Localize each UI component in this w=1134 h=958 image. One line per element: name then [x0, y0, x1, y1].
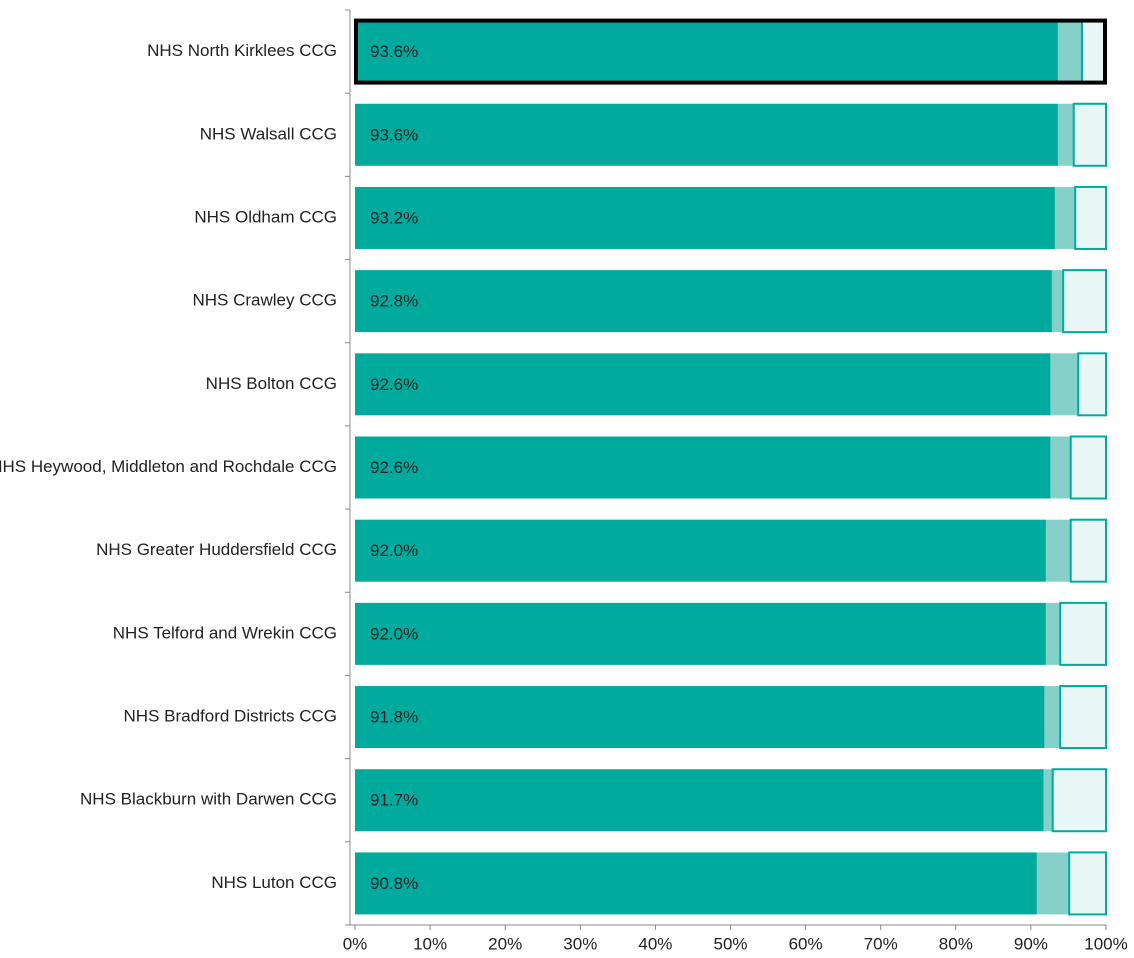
bar-segment	[1043, 769, 1053, 832]
bar-segment	[1057, 103, 1074, 166]
value-label: 93.6%	[370, 42, 418, 61]
bar-segment	[1036, 852, 1070, 915]
bar-segment	[355, 686, 1045, 749]
x-tick-label: 60%	[789, 934, 823, 953]
bar-segment	[1045, 602, 1061, 665]
bar-segment	[1059, 685, 1107, 750]
x-tick-label: 90%	[1014, 934, 1048, 953]
x-tick-label: 30%	[563, 934, 597, 953]
value-label: 93.6%	[370, 125, 418, 144]
x-tick-label: 40%	[638, 934, 672, 953]
y-tick-label: NHS Bolton CCG	[206, 374, 337, 393]
y-tick-label: NHS Walsall CCG	[200, 124, 337, 143]
value-label: 92.6%	[370, 375, 418, 394]
bar-segment	[1077, 352, 1108, 417]
bar-segment	[1050, 353, 1079, 416]
bar-segment	[1068, 851, 1108, 916]
bar-segment	[1074, 185, 1107, 250]
bar-segment	[1054, 186, 1076, 249]
bar-segment	[355, 353, 1051, 416]
bar-segment	[355, 270, 1052, 333]
bar-segment	[1062, 269, 1107, 334]
bar-segment	[355, 436, 1051, 499]
x-tick-label: 20%	[488, 934, 522, 953]
y-tick-label: NHS Oldham CCG	[194, 207, 337, 226]
value-label: 92.0%	[370, 624, 418, 643]
x-tick-label: 100%	[1084, 934, 1127, 953]
bar-segment	[355, 186, 1055, 249]
value-label: 90.8%	[370, 874, 418, 893]
bar-segment	[355, 602, 1046, 665]
bar-segment	[1059, 601, 1107, 666]
bar-segment	[355, 852, 1037, 915]
value-label: 91.7%	[370, 791, 418, 810]
y-tick-label: NHS Telford and Wrekin CCG	[113, 623, 337, 642]
y-tick-label: NHS North Kirklees CCG	[147, 41, 337, 60]
y-tick-label: NHS Greater Huddersfield CCG	[96, 540, 337, 559]
x-tick-label: 80%	[939, 934, 973, 953]
x-tick-label: 50%	[713, 934, 747, 953]
bar-segment	[1080, 19, 1108, 84]
bar-segment	[355, 103, 1058, 166]
bar-segment	[1069, 518, 1108, 583]
y-tick-label: NHS Heywood, Middleton and Rochdale CCG	[0, 457, 337, 476]
y-tick-label: NHS Crawley CCG	[192, 291, 337, 310]
bar-segment	[1072, 102, 1108, 167]
bar-segment	[1051, 768, 1107, 833]
bar-segment	[1044, 686, 1061, 749]
bar-segment	[355, 519, 1046, 582]
y-tick-label: NHS Luton CCG	[211, 873, 337, 892]
x-tick-label: 10%	[413, 934, 447, 953]
bar-segment	[355, 769, 1044, 832]
bar-segment	[355, 20, 1058, 83]
bar-segment	[1050, 436, 1071, 499]
highlight-border	[354, 18, 1107, 85]
bar-segment	[1069, 435, 1108, 500]
y-tick-label: NHS Bradford Districts CCG	[124, 707, 337, 726]
value-label: 92.8%	[370, 292, 418, 311]
value-label: 91.8%	[370, 708, 418, 727]
y-tick-label: NHS Blackburn with Darwen CCG	[80, 790, 337, 809]
bar-segment	[1045, 519, 1071, 582]
bar-segment	[1051, 270, 1064, 333]
value-label: 92.6%	[370, 458, 418, 477]
value-label: 92.0%	[370, 541, 418, 560]
x-tick-label: 0%	[343, 934, 368, 953]
value-label: 93.2%	[370, 208, 418, 227]
x-tick-label: 70%	[864, 934, 898, 953]
bar-segment	[1057, 20, 1082, 83]
